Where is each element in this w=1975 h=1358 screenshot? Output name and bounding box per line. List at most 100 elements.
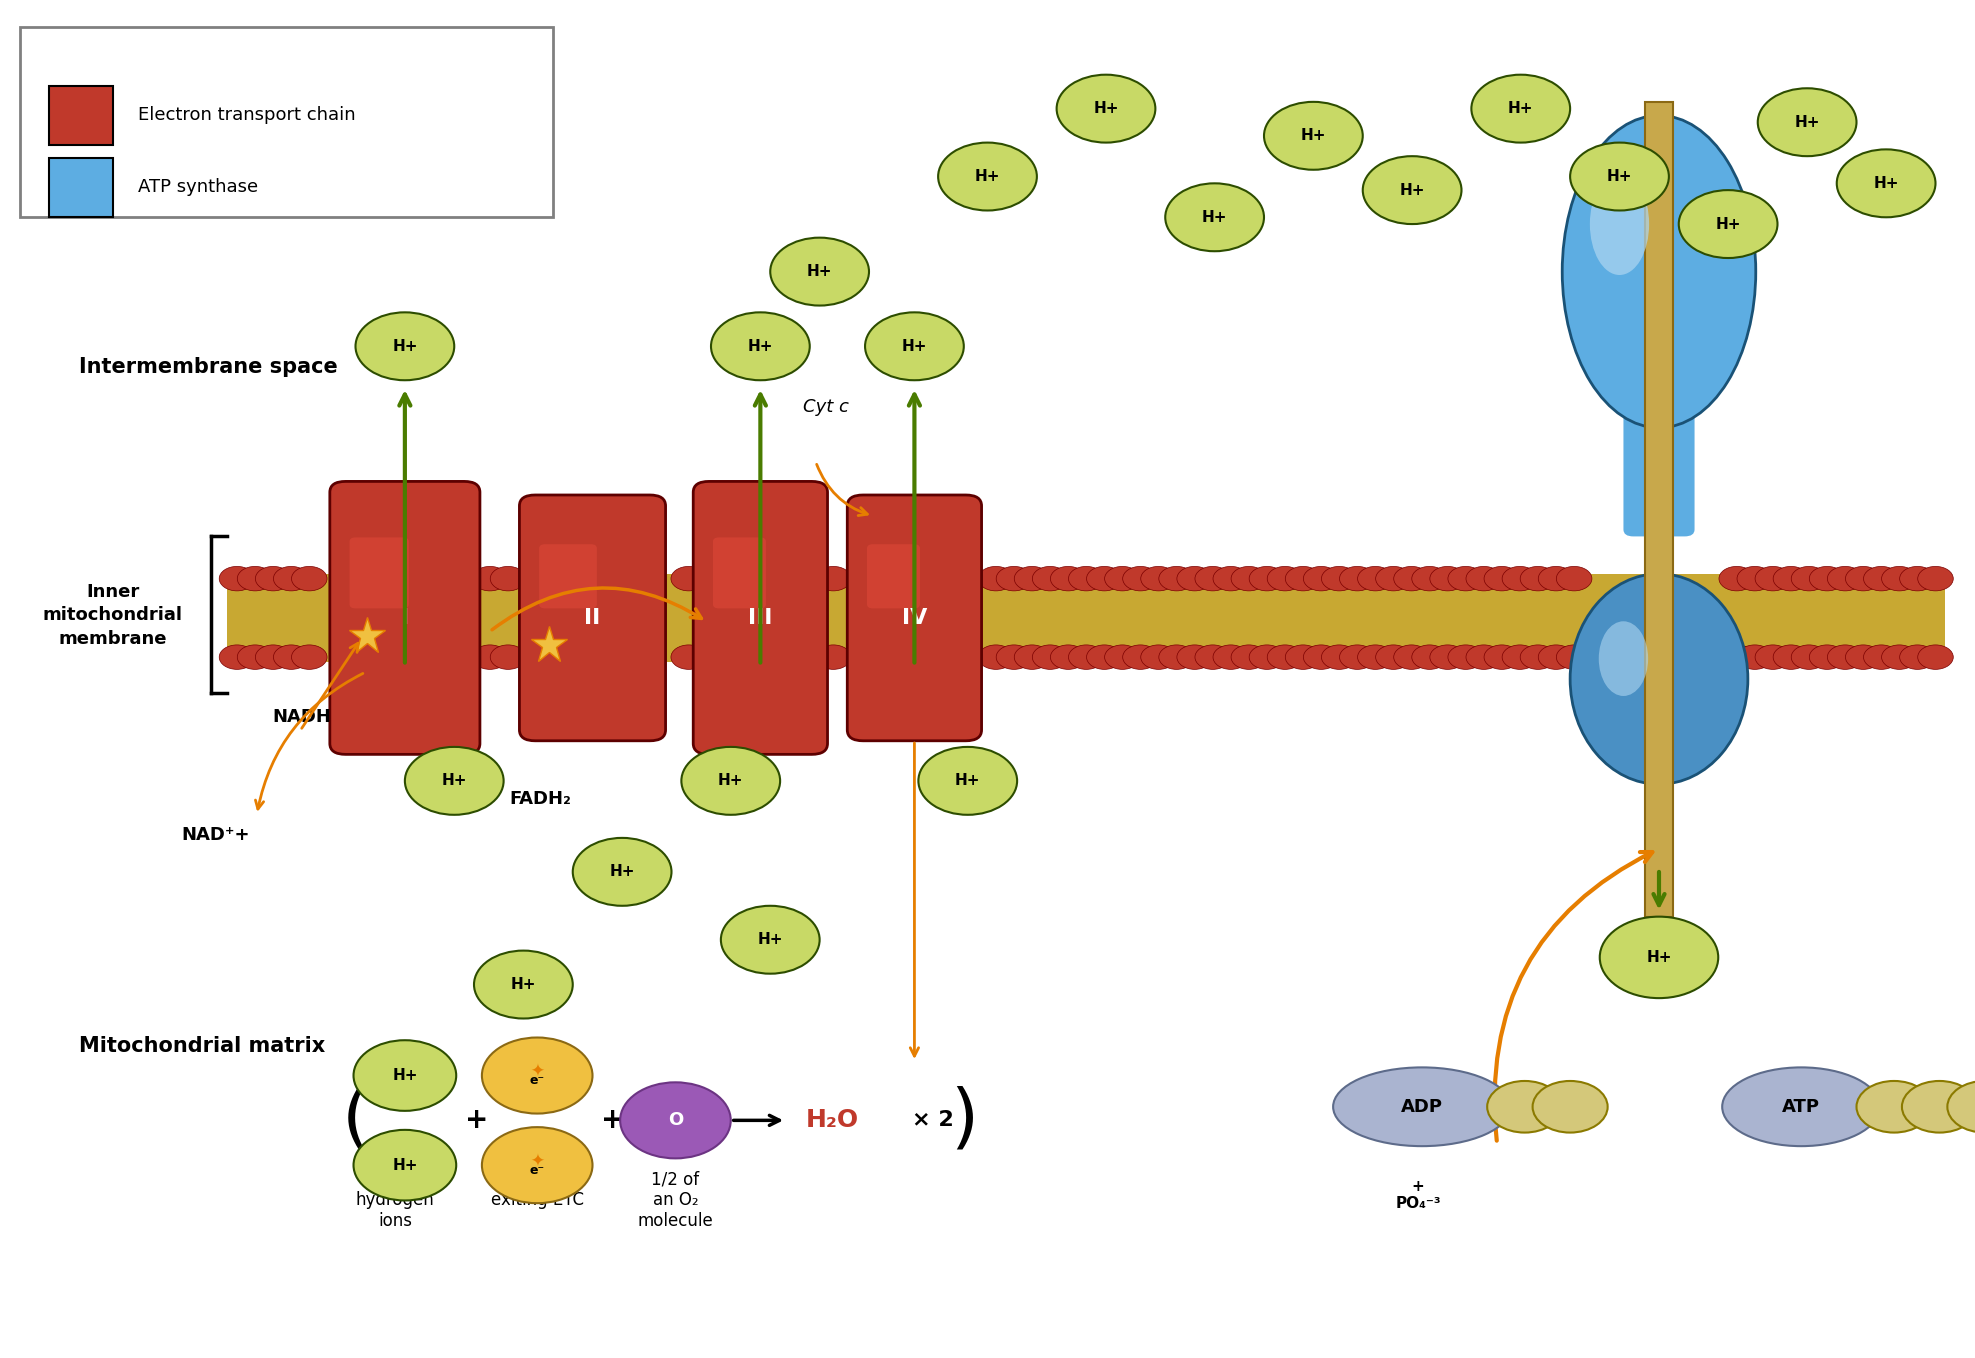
Circle shape bbox=[1900, 566, 1936, 591]
Circle shape bbox=[1837, 149, 1935, 217]
Circle shape bbox=[1412, 566, 1448, 591]
Circle shape bbox=[1015, 645, 1051, 669]
FancyBboxPatch shape bbox=[519, 496, 666, 741]
Circle shape bbox=[1339, 566, 1375, 591]
Text: H+: H+ bbox=[393, 1157, 417, 1173]
Circle shape bbox=[1756, 645, 1791, 669]
Circle shape bbox=[1600, 917, 1718, 998]
Text: H+: H+ bbox=[442, 773, 466, 789]
Circle shape bbox=[1503, 645, 1539, 669]
Circle shape bbox=[1827, 566, 1862, 591]
Circle shape bbox=[1718, 645, 1754, 669]
FancyBboxPatch shape bbox=[1623, 401, 1695, 536]
Circle shape bbox=[1230, 566, 1266, 591]
Circle shape bbox=[1791, 566, 1827, 591]
Circle shape bbox=[1809, 645, 1845, 669]
Circle shape bbox=[1483, 566, 1519, 591]
Circle shape bbox=[474, 951, 573, 1018]
Circle shape bbox=[354, 1130, 456, 1200]
Ellipse shape bbox=[1333, 1067, 1511, 1146]
Circle shape bbox=[1758, 88, 1856, 156]
Text: II: II bbox=[585, 608, 600, 627]
Circle shape bbox=[1827, 645, 1862, 669]
Circle shape bbox=[1357, 566, 1392, 591]
FancyBboxPatch shape bbox=[867, 545, 920, 608]
Ellipse shape bbox=[1600, 621, 1647, 695]
Circle shape bbox=[1556, 645, 1592, 669]
Circle shape bbox=[1856, 1081, 1932, 1133]
Text: 2 free
hydrogen
ions: 2 free hydrogen ions bbox=[356, 1171, 434, 1230]
Text: ✦: ✦ bbox=[529, 1152, 545, 1171]
Bar bbox=[49, 86, 113, 145]
Circle shape bbox=[1086, 566, 1122, 591]
Text: NAD⁺+: NAD⁺+ bbox=[182, 826, 251, 845]
Circle shape bbox=[1104, 566, 1140, 591]
Circle shape bbox=[1900, 645, 1936, 669]
Text: H+: H+ bbox=[808, 263, 831, 280]
Circle shape bbox=[1738, 566, 1774, 591]
Text: Intermembrane space: Intermembrane space bbox=[79, 357, 338, 376]
Circle shape bbox=[1882, 566, 1918, 591]
Text: H+: H+ bbox=[512, 976, 535, 993]
Circle shape bbox=[1264, 102, 1363, 170]
Circle shape bbox=[1286, 566, 1321, 591]
Text: +: + bbox=[466, 1107, 488, 1134]
Text: FADH₂: FADH₂ bbox=[510, 789, 571, 808]
Circle shape bbox=[1471, 75, 1570, 143]
Circle shape bbox=[1412, 645, 1448, 669]
Circle shape bbox=[1864, 566, 1900, 591]
Circle shape bbox=[237, 645, 273, 669]
Circle shape bbox=[1756, 566, 1791, 591]
Circle shape bbox=[1068, 566, 1104, 591]
Bar bbox=[49, 158, 113, 217]
FancyBboxPatch shape bbox=[693, 482, 828, 755]
Circle shape bbox=[978, 645, 1013, 669]
Text: H+: H+ bbox=[976, 168, 999, 185]
Text: (: ( bbox=[342, 1086, 369, 1154]
Circle shape bbox=[1304, 645, 1339, 669]
Text: H+: H+ bbox=[749, 338, 772, 354]
Ellipse shape bbox=[1570, 573, 1748, 785]
Bar bbox=[227, 573, 1945, 661]
Circle shape bbox=[865, 312, 964, 380]
Circle shape bbox=[1539, 645, 1574, 669]
Circle shape bbox=[1377, 645, 1412, 669]
Circle shape bbox=[1248, 566, 1284, 591]
Circle shape bbox=[1248, 645, 1284, 669]
Ellipse shape bbox=[1590, 174, 1649, 274]
Text: H+: H+ bbox=[1647, 949, 1671, 966]
Circle shape bbox=[1448, 645, 1483, 669]
Circle shape bbox=[1918, 645, 1953, 669]
Circle shape bbox=[1122, 566, 1157, 591]
Circle shape bbox=[1487, 1081, 1562, 1133]
Text: FAD⁺+: FAD⁺+ bbox=[608, 853, 672, 872]
Circle shape bbox=[1465, 645, 1501, 669]
Circle shape bbox=[1213, 566, 1248, 591]
FancyBboxPatch shape bbox=[330, 482, 480, 755]
Text: Cyt c: Cyt c bbox=[802, 398, 849, 417]
Text: H+: H+ bbox=[956, 773, 980, 789]
Circle shape bbox=[770, 238, 869, 306]
Circle shape bbox=[1791, 645, 1827, 669]
FancyBboxPatch shape bbox=[539, 545, 596, 608]
Circle shape bbox=[490, 645, 525, 669]
Text: I: I bbox=[401, 608, 409, 627]
Circle shape bbox=[1195, 645, 1230, 669]
Circle shape bbox=[255, 645, 290, 669]
Circle shape bbox=[1321, 566, 1357, 591]
Text: H₂O: H₂O bbox=[806, 1108, 859, 1133]
Circle shape bbox=[472, 566, 508, 591]
Text: Mitochondrial matrix: Mitochondrial matrix bbox=[79, 1036, 326, 1055]
Text: H+: H+ bbox=[1608, 168, 1631, 185]
Circle shape bbox=[1483, 645, 1519, 669]
Text: e⁻: e⁻ bbox=[529, 1164, 545, 1177]
Circle shape bbox=[1774, 645, 1809, 669]
Circle shape bbox=[1679, 190, 1778, 258]
Circle shape bbox=[1051, 645, 1086, 669]
Circle shape bbox=[1394, 566, 1430, 591]
Circle shape bbox=[1864, 645, 1900, 669]
Circle shape bbox=[681, 747, 780, 815]
Circle shape bbox=[472, 645, 508, 669]
Circle shape bbox=[1159, 566, 1195, 591]
Circle shape bbox=[1051, 566, 1086, 591]
